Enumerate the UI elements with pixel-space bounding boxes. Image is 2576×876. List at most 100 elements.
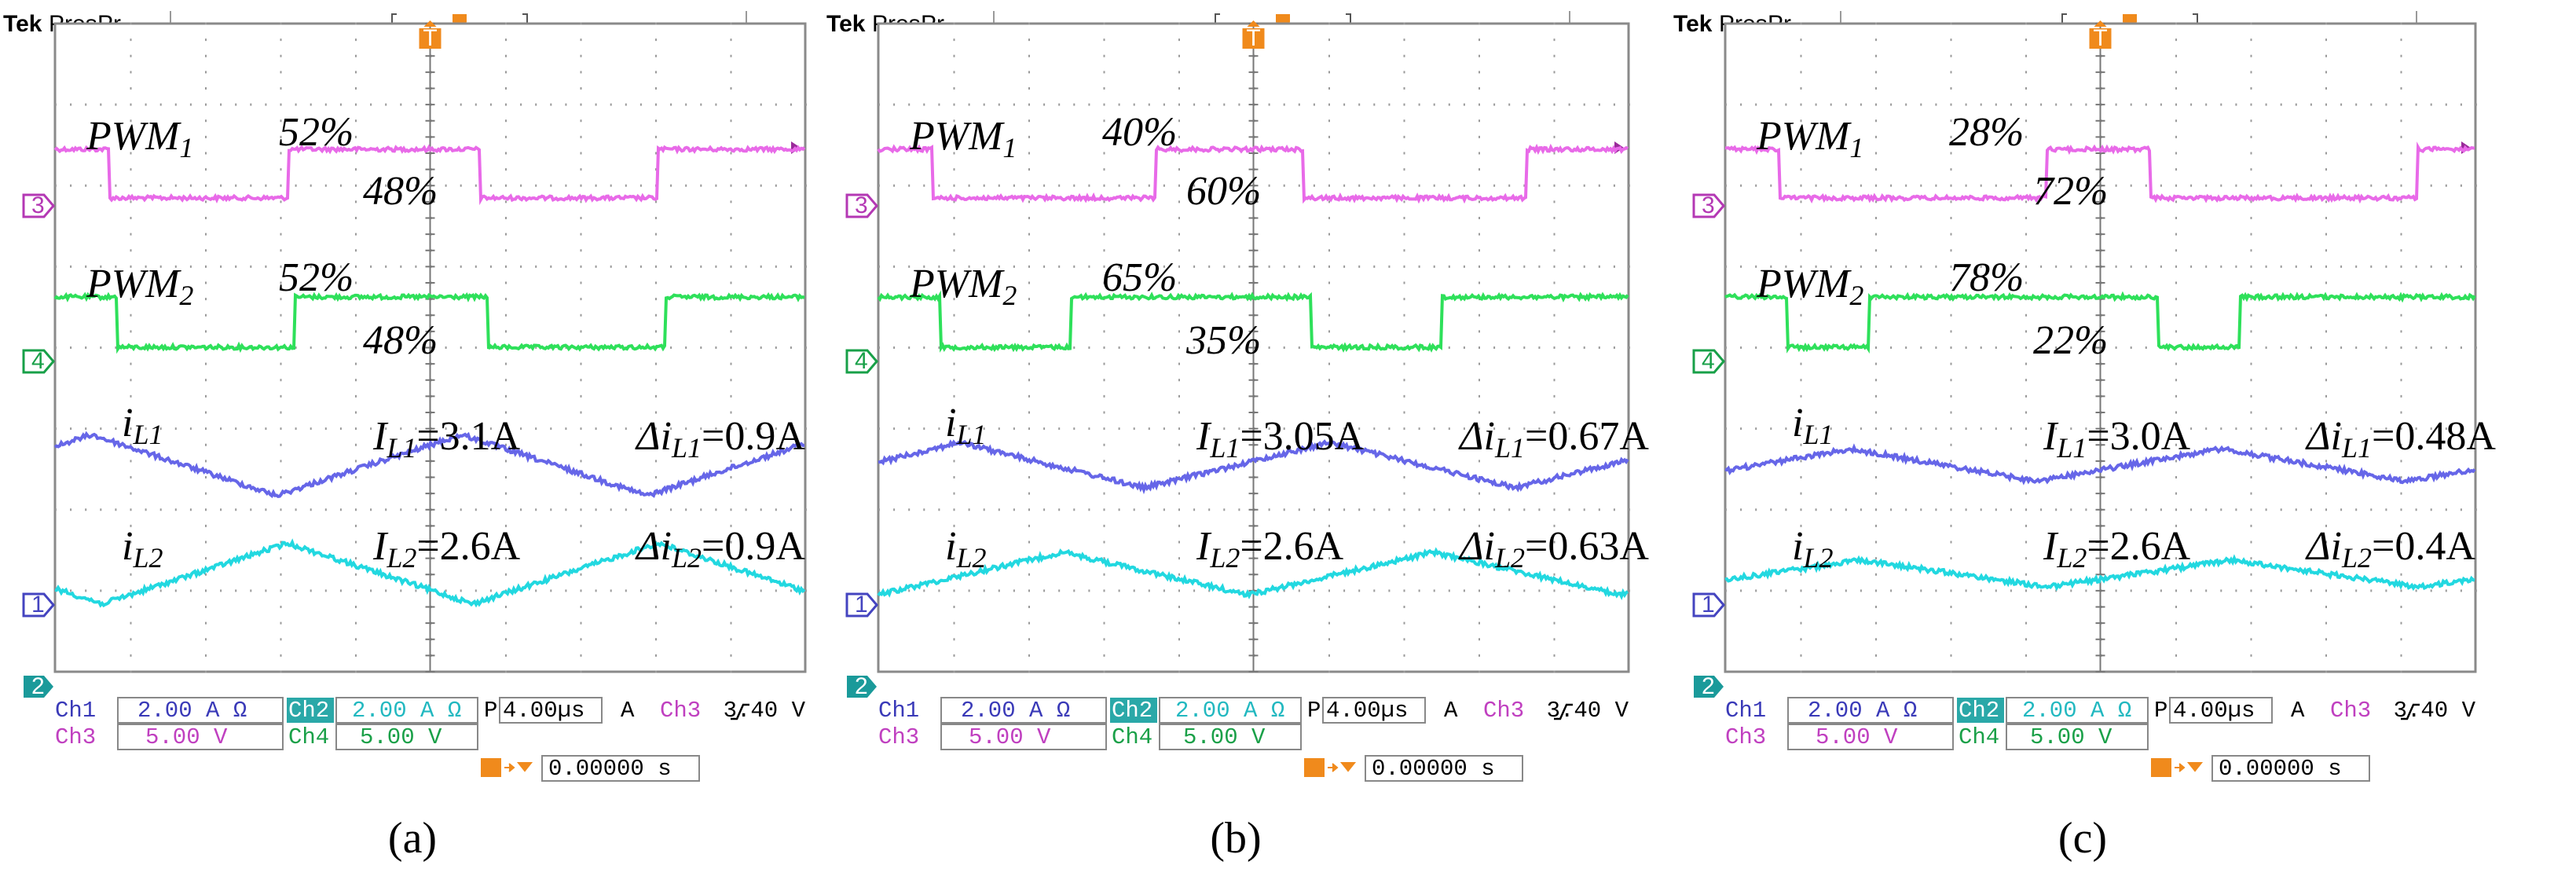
- ch4-marker-label: 4: [31, 348, 45, 374]
- ch2-marker-icon: [24, 676, 53, 698]
- pwm2-high-duty: 78%: [1949, 255, 2024, 300]
- trigger-offset-box: [2211, 755, 2370, 782]
- scope-panel-a: TekPresPrT3412PWM152%48%PWM252%48%iL1IL1…: [3, 11, 807, 863]
- ch1-marker-label: 1: [855, 592, 868, 618]
- trigger-marker-icon: [419, 28, 442, 49]
- ch4-marker-label: 4: [855, 348, 868, 374]
- ch2-label-box: [1957, 698, 2004, 723]
- il2-trace: [54, 538, 806, 608]
- trigger-level: 3.40 V: [1547, 698, 1629, 724]
- ch4-label: Ch4: [1959, 724, 1999, 750]
- il2-mean-label: IL2=2.6A: [372, 524, 521, 574]
- ch1-scale-box: [1787, 697, 1954, 724]
- panel-caption: (b): [1210, 814, 1261, 863]
- ch1-marker-icon: [1692, 592, 1725, 618]
- trigger-offset-arrow-icon: [504, 762, 533, 772]
- ch4-scale-box: [1159, 724, 1302, 750]
- ch4-marker-icon: [1692, 349, 1725, 374]
- ch3-scale-box: [940, 724, 1107, 750]
- timebase-prefix: P: [1307, 698, 1321, 724]
- scope-panel-c: TekPresPrT3412PWM128%72%PWM278%22%iL1IL1…: [1673, 11, 2496, 863]
- ch1-label: Ch1: [1725, 698, 1766, 724]
- pwm1-label: PWM1: [909, 114, 1017, 163]
- il2-ripple-label: ΔiL2=0.4A: [2305, 524, 2475, 574]
- il1-label: iL1: [945, 401, 986, 450]
- ch3-marker-label: 3: [1702, 192, 1715, 218]
- trigger-offset-value: 0.00000 s: [2219, 756, 2342, 782]
- trigger-marker-icon: [1242, 28, 1265, 49]
- trigger-prefix: A: [2291, 698, 2305, 724]
- il1-mean-label: IL1=3.05A: [1196, 414, 1365, 464]
- trigger-marker-label: T: [1246, 25, 1260, 51]
- trigger-prefix: A: [621, 698, 635, 724]
- ch1-scale: 2.00 A Ω: [137, 698, 247, 724]
- pwm1-trace: [1724, 141, 2475, 204]
- pwm2-low-duty: 48%: [363, 318, 438, 363]
- trigger-offset-icon: [1304, 758, 1325, 777]
- il2-mean-label: IL2=2.6A: [1196, 524, 1344, 574]
- ch3-scale-box: [117, 724, 284, 750]
- trigger-level: 3.40 V: [724, 698, 806, 724]
- il1-mean-label: IL1=3.0A: [2043, 414, 2191, 464]
- trigger-offset-icon: [481, 758, 501, 777]
- ch3-scale-box: [1787, 724, 1954, 750]
- ch2-marker-label: 2: [1702, 673, 1715, 699]
- pwm1-trace: [53, 144, 806, 206]
- ch3-label: Ch3: [1725, 724, 1766, 750]
- ch2-scale: 2.00 A Ω: [352, 698, 461, 724]
- trigger-channel: Ch3: [660, 698, 701, 724]
- brand-label: Tek: [3, 11, 42, 37]
- trigger-marker-label: T: [423, 25, 437, 51]
- il1-ripple-label: ΔiL1=0.48A: [2305, 414, 2496, 464]
- rising-edge-icon: [731, 703, 749, 720]
- trigger-marker-icon: [2089, 28, 2112, 49]
- il2-trace: [877, 547, 1629, 601]
- rising-edge-icon: [2401, 703, 2420, 720]
- ch1-marker-label: 1: [1702, 592, 1715, 618]
- ch4-marker-icon: [845, 349, 878, 374]
- ch1-label: Ch1: [55, 698, 96, 724]
- pwm1-label: PWM1: [86, 114, 193, 163]
- ch4-label: Ch4: [1112, 724, 1152, 750]
- grid-dots: [878, 22, 1630, 673]
- ch2-marker-label: 2: [31, 673, 45, 699]
- ch4-marker-label: 4: [1702, 348, 1715, 374]
- trigger-arrow-icon: [2094, 20, 2107, 27]
- brand-label: Tek: [826, 11, 866, 37]
- pwm1-low-duty: 48%: [363, 169, 438, 214]
- pwm1-label: PWM1: [1756, 114, 1863, 163]
- ch2-label-box: [1110, 698, 1157, 723]
- il1-trace: [53, 431, 805, 499]
- ch3-marker-label: 3: [31, 192, 45, 218]
- pwm1-high-duty: 28%: [1949, 110, 2024, 155]
- trigger-offset-box: [1365, 755, 1523, 782]
- ch2-scale: 2.00 A Ω: [2022, 698, 2131, 724]
- brand-label: Tek: [1673, 11, 1713, 37]
- grid-dots: [55, 22, 807, 673]
- ch2-scale-box: [2006, 697, 2149, 724]
- il1-trace: [878, 438, 1629, 495]
- panel-caption: (c): [2058, 814, 2107, 863]
- il1-ripple-label: ΔiL1=0.67A: [1458, 414, 1649, 464]
- il2-label: iL2: [122, 524, 163, 574]
- ch4-scale-box: [2006, 724, 2149, 750]
- ch3-marker-icon: [845, 193, 878, 218]
- pwm2-label: PWM2: [909, 262, 1017, 311]
- pwm2-low-duty: 35%: [1185, 318, 1261, 363]
- il2-ripple-label: ΔiL2=0.63A: [1458, 524, 1649, 574]
- ch3-label: Ch3: [55, 724, 96, 750]
- ch2-marker-icon: [1694, 676, 1724, 698]
- timebase-value: 4.00µs: [2173, 698, 2255, 724]
- ch1-label: Ch1: [878, 698, 919, 724]
- ch2-marker-icon: [847, 676, 877, 698]
- timebase-box: [499, 697, 603, 724]
- timebase-prefix: P: [2154, 698, 2167, 724]
- timebase-prefix: P: [484, 698, 497, 724]
- timebase-box: [2169, 697, 2273, 724]
- ch2-scale: 2.00 A Ω: [1175, 698, 1284, 724]
- trigger-arrow-icon: [423, 20, 437, 27]
- grid-dots: [1725, 22, 2477, 673]
- trigger-offset-icon: [2151, 758, 2171, 777]
- ch4-marker-icon: [22, 349, 55, 374]
- trigger-prefix: A: [1444, 698, 1458, 724]
